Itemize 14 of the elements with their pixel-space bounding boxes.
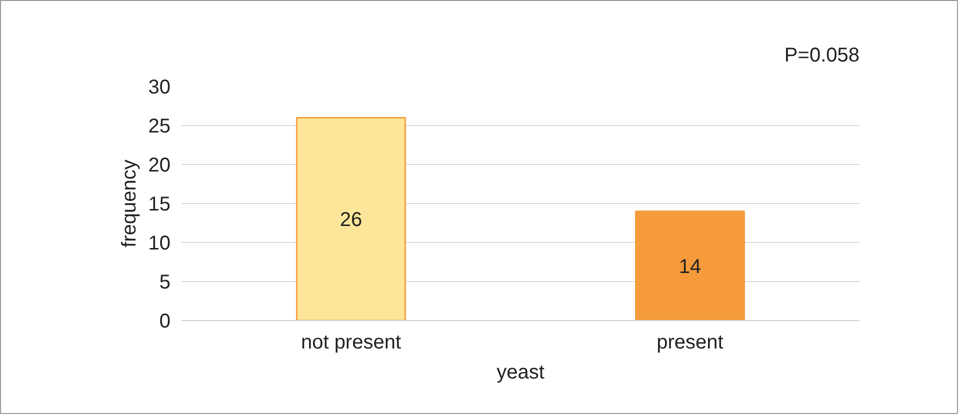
- x-tick-label: present: [656, 332, 724, 354]
- text: P=0.058: [784, 44, 860, 66]
- data-label: 14: [678, 256, 702, 278]
- y-tick-label: 25: [148, 116, 171, 138]
- y-tick-label: 15: [148, 194, 171, 216]
- y-axis-title: frequency: [118, 160, 140, 248]
- y-tick-label: 30: [148, 76, 171, 98]
- y-tick-label: 10: [148, 232, 171, 254]
- y-tick-label: 0: [159, 310, 170, 332]
- y-tick-label: 5: [159, 272, 170, 294]
- data-label: 26: [340, 209, 362, 232]
- x-axis-title: yeast: [496, 362, 545, 384]
- x-tick-label: not present: [300, 332, 402, 354]
- y-tick-label: 20: [148, 154, 171, 176]
